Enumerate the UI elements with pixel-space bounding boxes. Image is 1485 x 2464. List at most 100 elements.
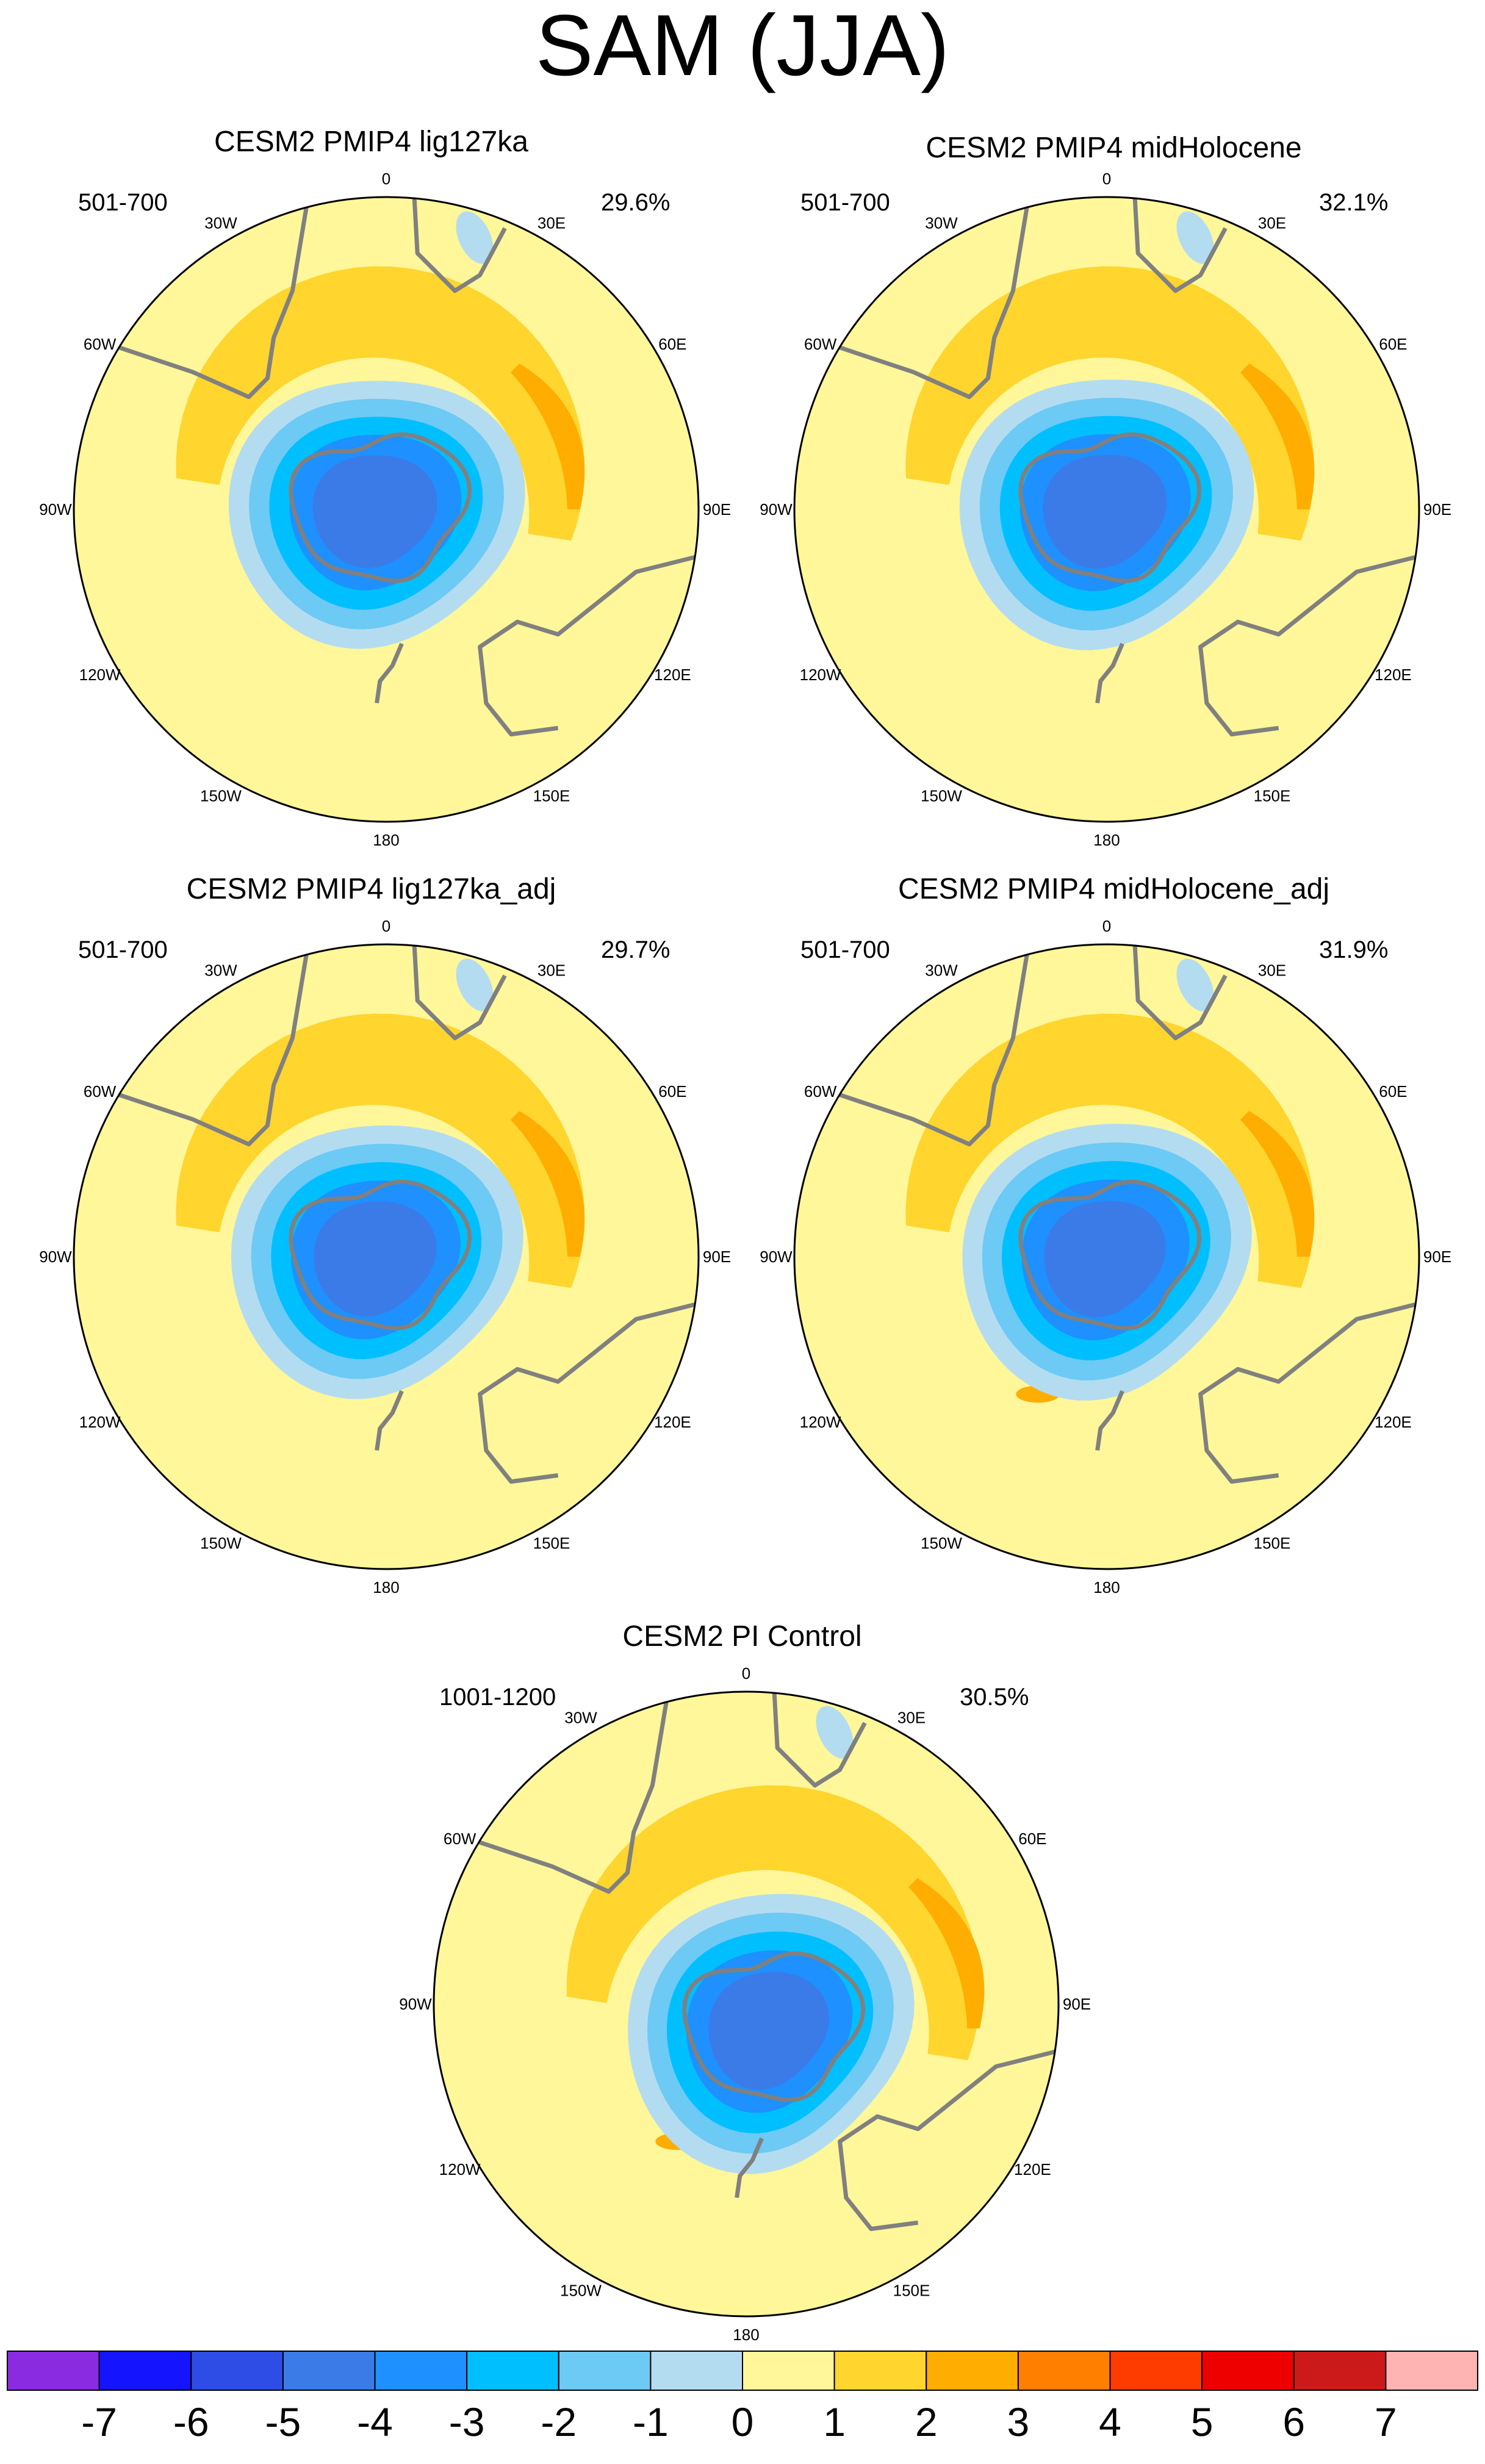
- positive-anomaly-core: [1240, 1111, 1315, 1257]
- colorbar-tick-label: -4: [357, 2399, 393, 2444]
- longitude-label: 60W: [84, 335, 117, 353]
- africa-coastline: [412, 197, 507, 293]
- longitude-label: 60W: [84, 1082, 117, 1101]
- longitude-label: 90W: [39, 1248, 72, 1266]
- longitude-label: 30W: [204, 961, 237, 980]
- panel-years: 501-700: [78, 189, 168, 216]
- polar-map: 0 30E 60E 90E 120E 150E 180 150W 120W 90W 60W 30W: [39, 917, 731, 1597]
- south-america-coastline: [809, 944, 1031, 1147]
- longitude-label: 30E: [1258, 214, 1286, 232]
- colorbar-swatch: [190, 2351, 284, 2391]
- longitude-label: 60W: [444, 1830, 476, 1848]
- longitude-label: 150E: [533, 1534, 570, 1552]
- longitude-label: 180: [373, 1578, 399, 1597]
- longitude-label: 90E: [1063, 1995, 1091, 2013]
- south-america-coastline: [88, 944, 311, 1147]
- new-zealand-coastline: [375, 1390, 404, 1451]
- positive-anomaly-core: [511, 1111, 585, 1257]
- positive-anomaly-band: [176, 266, 584, 541]
- longitude-label: 30E: [1258, 961, 1286, 980]
- antarctica-coastline: [289, 1179, 472, 1331]
- panel-pi-control: CESM2 PI Control 1001-1200 30.5% 0 30E 60E…: [371, 1620, 1113, 2344]
- africa-coastline: [772, 1692, 867, 1788]
- colorbar-tick-label: 1: [823, 2399, 846, 2444]
- positive-anomaly-band: [905, 1013, 1314, 1288]
- map-border: [73, 196, 700, 823]
- panel-lig127ka-adj: CESM2 PMIP4 lig127ka_adj 501-700 29.7% 0…: [0, 872, 743, 1597]
- new-zealand-coastline: [735, 2137, 764, 2198]
- panel-midholocene-adj: CESM2 PMIP4 midHolocene_adj 501-700 31.9…: [743, 872, 1485, 1597]
- longitude-label: 90E: [1423, 1248, 1451, 1266]
- longitude-label: 150E: [1254, 786, 1291, 805]
- longitude-label: 60E: [1018, 1830, 1046, 1848]
- figure-title: SAM (JJA): [535, 0, 950, 94]
- longitude-label: 120E: [654, 1413, 691, 1431]
- panel-title: CESM2 PMIP4 lig127ka: [214, 126, 528, 158]
- antarctica-coastline: [289, 432, 472, 583]
- longitude-label: 30W: [564, 1709, 597, 1727]
- polar-map: 0 30E 60E 90E 120E 150E 180 150W 120W 90W 60W 30W: [39, 170, 731, 849]
- longitude-label: 150E: [533, 786, 570, 805]
- colorbar-swatch: [1201, 2351, 1295, 2391]
- colorbar-swatch: [1017, 2351, 1111, 2391]
- colorbar-swatch: [833, 2351, 927, 2391]
- colorbar-tick-label: 7: [1375, 2399, 1397, 2444]
- colorbar-swatch: [1293, 2351, 1387, 2391]
- positive-anomaly-patch: [357, 1060, 440, 1092]
- colorbar-tick-label: -2: [541, 2399, 577, 2444]
- panel-variance: 30.5%: [960, 1684, 1029, 1711]
- map-border: [73, 943, 700, 1570]
- polar-map: 0 30E 60E 90E 120E 150E 180 150W 120W 90W 60W 30W: [399, 1664, 1091, 2344]
- longitude-label: 60W: [804, 1082, 837, 1101]
- longitude-label: 120E: [1375, 666, 1412, 684]
- longitude-label: 120E: [1375, 1413, 1412, 1431]
- longitude-label: 30W: [204, 214, 237, 232]
- africa-coastline: [412, 944, 507, 1041]
- negative-anomaly-contour: [708, 1972, 829, 2090]
- longitude-label: 90E: [703, 500, 731, 519]
- colorbar-tick-label: -5: [265, 2399, 301, 2444]
- antarctica-coastline: [682, 1951, 866, 2102]
- antarctica-coastline: [1018, 432, 1202, 583]
- colorbar-swatch: [98, 2351, 192, 2391]
- negative-anomaly-patch: [456, 958, 494, 1011]
- australia-coastline: [478, 1301, 699, 1484]
- colorbar-swatch: [650, 2351, 744, 2391]
- longitude-label: 150W: [200, 786, 242, 805]
- australia-coastline: [1198, 1301, 1419, 1484]
- longitude-label: 30E: [897, 1709, 926, 1727]
- colorbar-swatch: [926, 2351, 1019, 2391]
- colorbar-tick-label: 4: [1099, 2399, 1121, 2444]
- colorbar-tick-label: 3: [1007, 2399, 1030, 2444]
- map-border: [433, 1690, 1060, 2318]
- positive-anomaly-band: [905, 266, 1314, 541]
- longitude-label: 60W: [804, 335, 837, 353]
- south-america-coastline: [448, 1692, 671, 1894]
- positive-anomaly-core: [908, 1878, 985, 2028]
- south-america-coastline: [809, 197, 1031, 400]
- negative-anomaly-patch: [456, 211, 494, 264]
- panel-variance: 31.9%: [1319, 936, 1389, 963]
- longitude-label: 90W: [39, 500, 72, 519]
- longitude-label: 120W: [439, 2160, 481, 2178]
- longitude-label: 90E: [703, 1248, 731, 1266]
- antarctica-coastline: [1018, 1179, 1202, 1331]
- longitude-label: 150W: [200, 1534, 242, 1552]
- australia-coastline: [1198, 554, 1419, 737]
- longitude-label: 30W: [925, 961, 958, 980]
- colorbar-tick-label: -6: [173, 2399, 209, 2444]
- longitude-label: 180: [1093, 1578, 1120, 1597]
- colorbar-tick-label: -1: [633, 2399, 669, 2444]
- colorbar-tick-label: 6: [1282, 2399, 1306, 2444]
- polar-map: 0 30E 60E 90E 120E 150E 180 150W 120W 90W 60W 30W: [760, 170, 1451, 849]
- panel-variance: 29.7%: [601, 936, 671, 963]
- longitude-label: 150W: [921, 786, 962, 805]
- panel-years: 1001-1200: [439, 1684, 556, 1711]
- colorbar-tick-label: 2: [915, 2399, 938, 2444]
- negative-anomaly-patch: [1176, 958, 1214, 1011]
- longitude-label: 120W: [800, 1413, 841, 1431]
- longitude-label: 150W: [560, 2281, 602, 2299]
- colorbar-swatch: [282, 2351, 376, 2391]
- panel-title: CESM2 PI Control: [622, 1620, 862, 1653]
- africa-coastline: [1132, 197, 1228, 293]
